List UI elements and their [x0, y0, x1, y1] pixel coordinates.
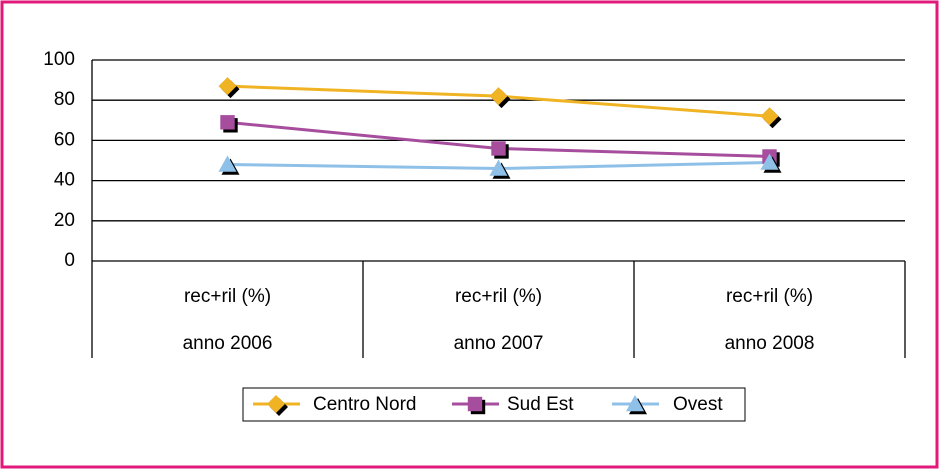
- x-tick-label: rec+ril (%): [455, 286, 542, 307]
- y-tick-label: 0: [64, 250, 75, 271]
- x-tick-label: rec+ril (%): [726, 286, 813, 307]
- marker: [220, 115, 235, 130]
- marker: [760, 107, 779, 126]
- marker: [489, 87, 508, 106]
- y-tick-label: 100: [43, 49, 75, 70]
- marker: [626, 395, 644, 412]
- legend-label: Ovest: [673, 394, 723, 415]
- marker: [218, 77, 237, 96]
- marker: [760, 153, 779, 170]
- legend-label: Centro Nord: [313, 394, 417, 415]
- x-tick-label: rec+ril (%): [184, 286, 271, 307]
- marker: [489, 159, 508, 176]
- x-tick-label: anno 2008: [725, 333, 815, 354]
- y-tick-label: 80: [54, 89, 75, 110]
- x-tick-label: anno 2007: [454, 333, 544, 354]
- marker: [491, 141, 506, 156]
- y-tick-label: 20: [54, 210, 75, 231]
- marker: [267, 395, 285, 413]
- marker: [218, 155, 237, 172]
- x-tick-label: anno 2006: [183, 333, 273, 354]
- y-tick-label: 60: [54, 129, 75, 150]
- marker: [467, 396, 483, 412]
- legend-label: Sud Est: [507, 394, 574, 415]
- y-tick-label: 40: [54, 170, 75, 191]
